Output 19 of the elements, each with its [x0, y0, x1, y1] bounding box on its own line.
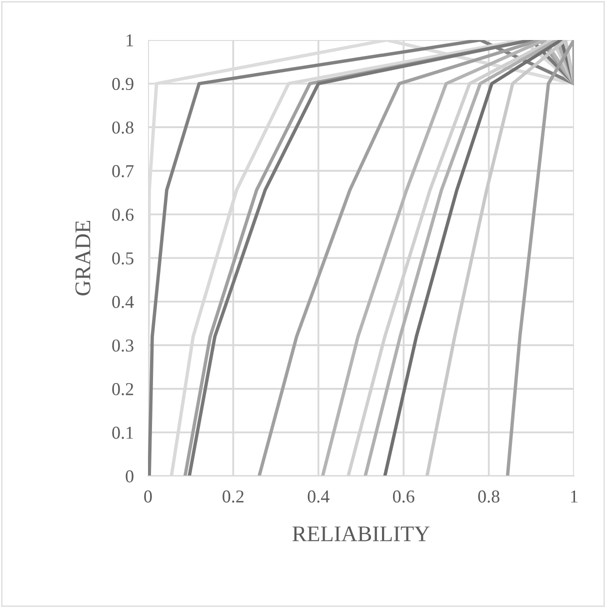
y-tick-label: 0.4	[112, 296, 134, 308]
x-tick-label: 0.2	[222, 490, 244, 503]
y-tick-label: 0.8	[112, 121, 134, 134]
y-tick-label: 1	[126, 34, 134, 46]
y-tick-label: 0	[126, 470, 134, 482]
y-tick-label: 0.3	[112, 339, 134, 352]
y-tick-label: 0.7	[112, 165, 134, 178]
y-tick-label: 0.6	[112, 208, 134, 221]
y-axis-title: GRADE	[75, 220, 90, 296]
y-tick-label: 0.9	[112, 78, 134, 90]
x-tick-label: 0.8	[478, 490, 500, 503]
y-tick-label: 0.5	[112, 252, 134, 265]
x-tick-label: 0	[144, 490, 152, 503]
x-tick-label: 1	[571, 490, 578, 502]
y-tick-label: 0.2	[112, 383, 134, 396]
x-tick-label: 0.6	[393, 490, 414, 503]
x-axis-title: RELIABILITY	[292, 526, 430, 542]
x-tick-label: 0.4	[308, 490, 330, 503]
y-tick-label: 0.1	[112, 426, 134, 439]
